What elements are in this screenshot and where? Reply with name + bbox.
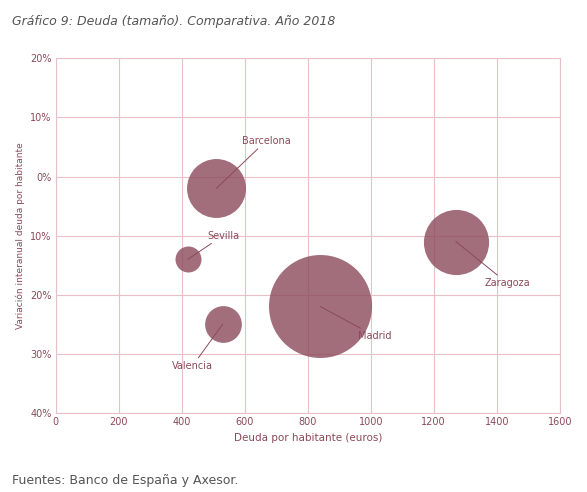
Text: Gráfico 9: Deuda (tamaño). Comparativa. Año 2018: Gráfico 9: Deuda (tamaño). Comparativa. … [12, 15, 335, 28]
Text: Barcelona: Barcelona [217, 136, 291, 188]
Text: Zaragoza: Zaragoza [456, 242, 530, 288]
Point [316, 303, 325, 310]
Point [451, 238, 460, 246]
Text: Sevilla: Sevilla [188, 231, 239, 259]
Text: Fuentes: Banco de España y Axesor.: Fuentes: Banco de España y Axesor. [12, 474, 238, 487]
Y-axis label: Variación interanual deuda por habitante: Variación interanual deuda por habitante [15, 142, 25, 329]
Point [218, 320, 227, 328]
Text: Madrid: Madrid [321, 307, 392, 341]
Text: Valencia: Valencia [172, 324, 222, 370]
X-axis label: Deuda por habitante (euros): Deuda por habitante (euros) [234, 432, 382, 443]
Point [183, 255, 193, 263]
Point [212, 184, 221, 192]
